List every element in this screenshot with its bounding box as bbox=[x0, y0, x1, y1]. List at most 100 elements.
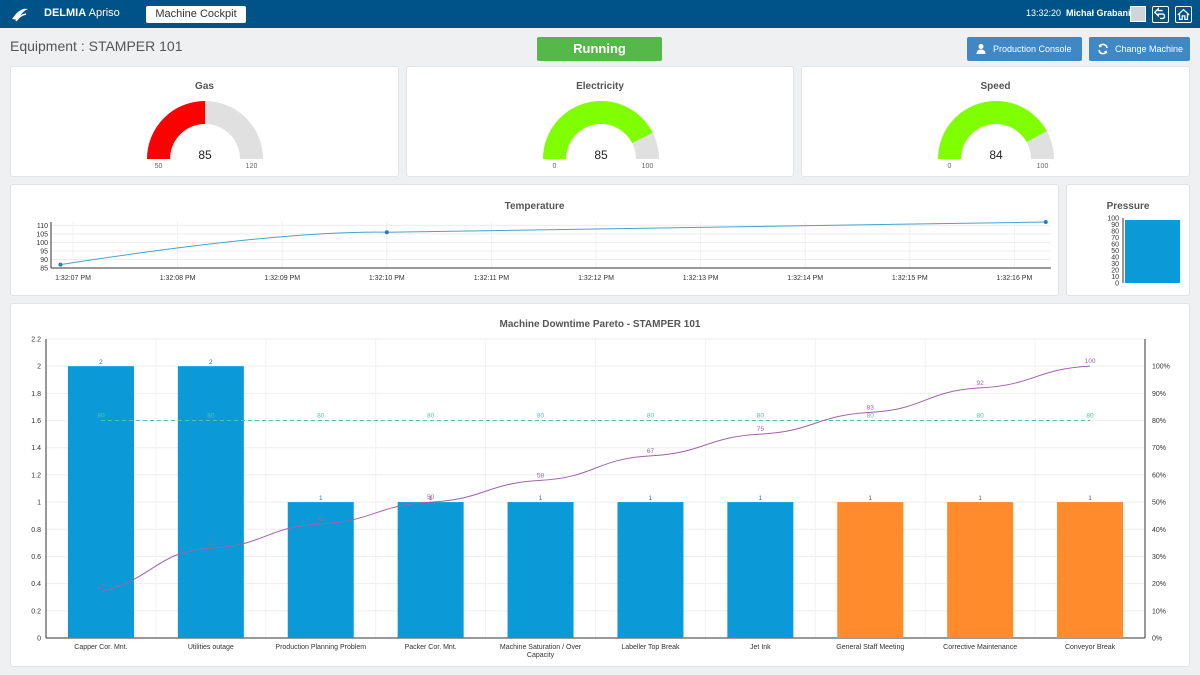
y2-tick-label: 0% bbox=[1152, 636, 1162, 643]
gauge-panel-electricity: Electricity 85 0 100 bbox=[406, 66, 794, 177]
cumulative-line bbox=[100, 365, 1091, 593]
y2-tick-label: 80% bbox=[1152, 418, 1166, 425]
bar-data-label: 2 bbox=[209, 359, 213, 366]
y-tick-label: 100 bbox=[1107, 216, 1119, 223]
y-tick-label: 90 bbox=[40, 257, 48, 264]
gauge-fill bbox=[543, 101, 653, 159]
gauge-max: 120 bbox=[246, 163, 258, 170]
bar-data-label: 1 bbox=[649, 495, 653, 502]
gauge-value: 84 bbox=[989, 148, 1003, 162]
x-tick-label: General Staff Meeting bbox=[836, 644, 904, 651]
x-tick-label: Labeller Top Break bbox=[621, 644, 680, 651]
x-tick-label: Jet Ink bbox=[750, 644, 771, 651]
y-tick-label: 0.2 bbox=[31, 608, 41, 615]
temperature-line bbox=[60, 221, 1046, 266]
brand-name: DELMIA bbox=[44, 7, 87, 19]
gauge-min: 0 bbox=[948, 163, 952, 170]
gauge-panel-speed: Speed 84 0 100 bbox=[801, 66, 1190, 177]
bar-data-label: 1 bbox=[759, 495, 763, 502]
user-name[interactable]: Michał Grabania bbox=[1066, 8, 1136, 18]
pareto-bar bbox=[1057, 502, 1124, 638]
bar-data-label: 2 bbox=[99, 359, 103, 366]
y-tick-label: 85 bbox=[40, 266, 48, 273]
pressure-bar bbox=[1125, 220, 1180, 283]
gauge-max: 100 bbox=[1037, 163, 1049, 170]
temperature-panel: Temperature 110 105 100 95 90 85 1:32:07 PM 1:3… bbox=[10, 184, 1059, 296]
threshold-data-label: 80 bbox=[867, 413, 875, 420]
pareto-bar bbox=[947, 502, 1014, 638]
x-tick-label: Packer Cor. Mnt. bbox=[405, 644, 457, 651]
avatar[interactable] bbox=[1130, 6, 1146, 22]
y2-tick-label: 40% bbox=[1152, 527, 1166, 534]
cumulative-data-label: 67 bbox=[647, 448, 655, 455]
ds-logo-icon bbox=[12, 8, 28, 22]
status-badge: Running bbox=[537, 37, 662, 61]
home-icon[interactable] bbox=[1175, 6, 1192, 23]
clock: 13:32:20 bbox=[1026, 8, 1062, 18]
y2-tick-label: 30% bbox=[1152, 554, 1166, 561]
brand-product: Apriso bbox=[86, 7, 120, 19]
x-tick-label: Capacity bbox=[527, 652, 555, 659]
gauge-electricity: 85 0 100 bbox=[543, 101, 659, 170]
pareto-bar bbox=[397, 502, 464, 638]
threshold-data-label: 80 bbox=[207, 413, 215, 420]
x-tick-label: 1:32:15 PM bbox=[892, 275, 928, 282]
cumulative-data-label: 100 bbox=[1085, 358, 1096, 365]
threshold-data-label: 80 bbox=[757, 413, 765, 420]
temperature-point bbox=[58, 262, 63, 267]
pareto-bar bbox=[727, 502, 794, 638]
back-icon[interactable] bbox=[1152, 6, 1169, 23]
x-tick-label: 1:32:10 PM bbox=[369, 275, 405, 282]
temperature-title: Temperature bbox=[504, 201, 565, 212]
y-tick-label: 0.4 bbox=[31, 581, 41, 588]
cumulative-data-label: 58 bbox=[537, 472, 545, 479]
y-tick-label: 80 bbox=[1111, 229, 1119, 236]
y-tick-label: 95 bbox=[40, 248, 48, 255]
pareto-panel: Machine Downtime Pareto - STAMPER 101 0 0… bbox=[10, 303, 1190, 667]
y-tick-label: 2 bbox=[37, 364, 41, 371]
y-tick-label: 0 bbox=[37, 636, 41, 643]
cumulative-data-label: 50 bbox=[427, 494, 435, 501]
gauge-max: 100 bbox=[642, 163, 654, 170]
y2-tick-label: 90% bbox=[1152, 391, 1166, 398]
pareto-bar bbox=[837, 502, 904, 638]
change-machine-button[interactable]: Change Machine bbox=[1089, 37, 1190, 61]
x-tick-label: 1:32:16 PM bbox=[996, 275, 1032, 282]
y-tick-label: 90 bbox=[1111, 222, 1119, 229]
equipment-label: Equipment : STAMPER 101 bbox=[10, 38, 183, 54]
threshold-data-label: 80 bbox=[97, 413, 105, 420]
x-tick-label: Corrective Maintenance bbox=[943, 644, 1017, 651]
bar-data-label: 1 bbox=[539, 495, 543, 502]
pareto-title: Machine Downtime Pareto - STAMPER 101 bbox=[499, 319, 701, 330]
production-console-button[interactable]: Production Console bbox=[967, 37, 1082, 61]
pareto-bar bbox=[507, 502, 574, 638]
pareto-bar bbox=[617, 502, 684, 638]
gauge-title: Gas bbox=[195, 81, 214, 92]
gauge-value: 85 bbox=[594, 148, 608, 162]
y-tick-label: 0.6 bbox=[31, 554, 41, 561]
tab-machine-cockpit[interactable]: Machine Cockpit bbox=[146, 6, 246, 23]
x-tick-label: Utilities outage bbox=[188, 644, 234, 651]
pressure-title: Pressure bbox=[1106, 201, 1150, 212]
y-tick-label: 60 bbox=[1111, 242, 1119, 249]
cumulative-data-label: 92 bbox=[977, 380, 985, 387]
top-bar: DELMIA Apriso Machine Cockpit 13:32:20 M… bbox=[0, 0, 1200, 28]
y-tick-label: 0.8 bbox=[31, 527, 41, 534]
x-tick-label: 1:32:07 PM bbox=[55, 275, 91, 282]
temperature-point bbox=[384, 230, 389, 235]
x-tick-label: 1:32:09 PM bbox=[264, 275, 300, 282]
cumulative-data-label: 83 bbox=[867, 404, 875, 411]
gauge-title: Electricity bbox=[576, 81, 624, 92]
pressure-panel: Pressure 100 90 80 70 60 50 40 30 20 10 0 bbox=[1066, 184, 1190, 296]
y-tick-label: 1.4 bbox=[31, 445, 41, 452]
x-tick-label: Capper Cor. Mnt. bbox=[74, 644, 127, 651]
x-tick-label: 1:32:14 PM bbox=[787, 275, 823, 282]
y-tick-label: 0 bbox=[1115, 281, 1119, 288]
cumulative-data-label: 17 bbox=[97, 584, 105, 591]
y2-tick-label: 70% bbox=[1152, 445, 1166, 452]
x-tick-label: 1:32:11 PM bbox=[474, 275, 509, 282]
y-tick-label: 70 bbox=[1111, 235, 1119, 242]
gauge-speed: 84 0 100 bbox=[938, 101, 1054, 170]
y2-tick-label: 50% bbox=[1152, 500, 1166, 507]
bar-data-label: 1 bbox=[1088, 495, 1092, 502]
